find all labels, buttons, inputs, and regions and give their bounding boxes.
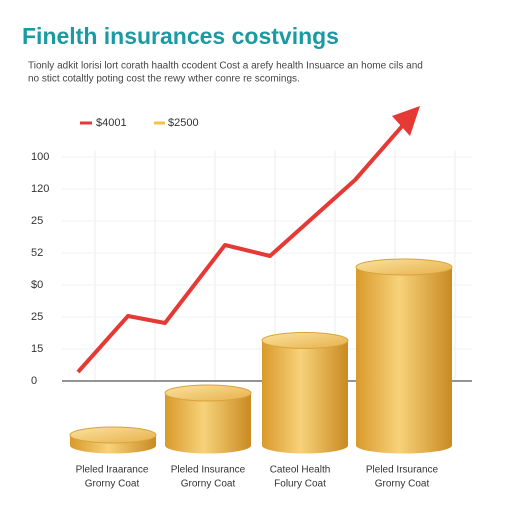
trend-line (76, 122, 406, 374)
coin-top (69, 426, 157, 444)
subtitle: Tionly adkit lorisi lort corath haalth c… (28, 61, 423, 72)
category-label: Grorny Coat (375, 479, 430, 490)
axis-label: 15 (31, 343, 43, 355)
axis-label: 120 (31, 183, 49, 195)
coin-top (355, 258, 453, 276)
legend-label: $2500 (168, 117, 199, 129)
axis-label: 100 (31, 151, 49, 163)
coin-stacks (69, 258, 453, 454)
category-label: Cateol Health (270, 465, 331, 476)
subtitle: no stict cotaltly poting cost the rewy w… (28, 74, 300, 85)
category-label: Grorny Coat (85, 479, 140, 490)
axis-label: 25 (31, 215, 43, 227)
axis-label: 25 (31, 311, 43, 323)
category-label: Grorny Coat (181, 479, 236, 490)
axis-label: 0 (31, 375, 37, 387)
legend-label: $4001 (96, 117, 127, 129)
axis-label: $0 (31, 279, 43, 291)
coin-top (164, 384, 252, 402)
coin-top (261, 332, 349, 349)
title: Finelth insurances costvings (22, 23, 339, 49)
category-label: Pleled Insurance (171, 465, 246, 476)
category-label: Folury Coat (274, 479, 326, 490)
category-label: Pleled Iraarance (76, 465, 149, 476)
axis-label: 52 (31, 247, 43, 259)
trend-arrow (392, 106, 420, 136)
category-label: Pleled Irsurance (366, 465, 439, 476)
